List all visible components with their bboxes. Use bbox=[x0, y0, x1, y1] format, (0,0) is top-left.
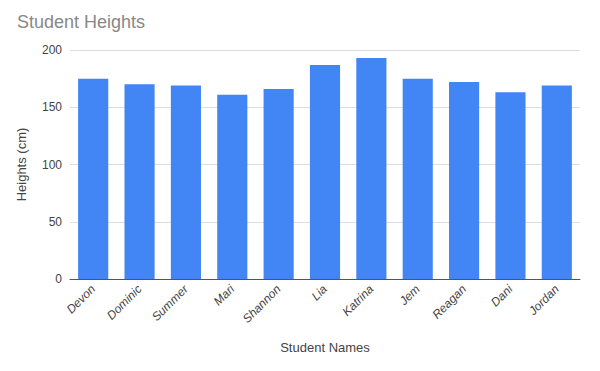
svg-text:Student Heights: Student Heights bbox=[17, 12, 145, 32]
svg-text:50: 50 bbox=[49, 215, 63, 229]
svg-text:Dani: Dani bbox=[488, 282, 516, 310]
svg-text:Dominic: Dominic bbox=[104, 282, 145, 323]
svg-text:Summer: Summer bbox=[149, 281, 192, 324]
svg-text:100: 100 bbox=[42, 158, 62, 172]
svg-text:200: 200 bbox=[42, 43, 62, 57]
svg-text:Student Names: Student Names bbox=[280, 340, 370, 355]
svg-text:Shannon: Shannon bbox=[240, 282, 284, 326]
svg-text:Jordan: Jordan bbox=[525, 282, 562, 319]
svg-text:Jem: Jem bbox=[396, 282, 423, 309]
svg-text:Reagan: Reagan bbox=[429, 282, 469, 322]
svg-text:0: 0 bbox=[55, 272, 62, 286]
svg-text:Katrina: Katrina bbox=[340, 282, 377, 319]
svg-text:Lia: Lia bbox=[309, 282, 330, 303]
svg-text:Devon: Devon bbox=[64, 282, 99, 317]
svg-text:Heights (cm): Heights (cm) bbox=[14, 128, 29, 202]
svg-text:Mari: Mari bbox=[211, 282, 238, 309]
svg-text:150: 150 bbox=[42, 100, 62, 114]
